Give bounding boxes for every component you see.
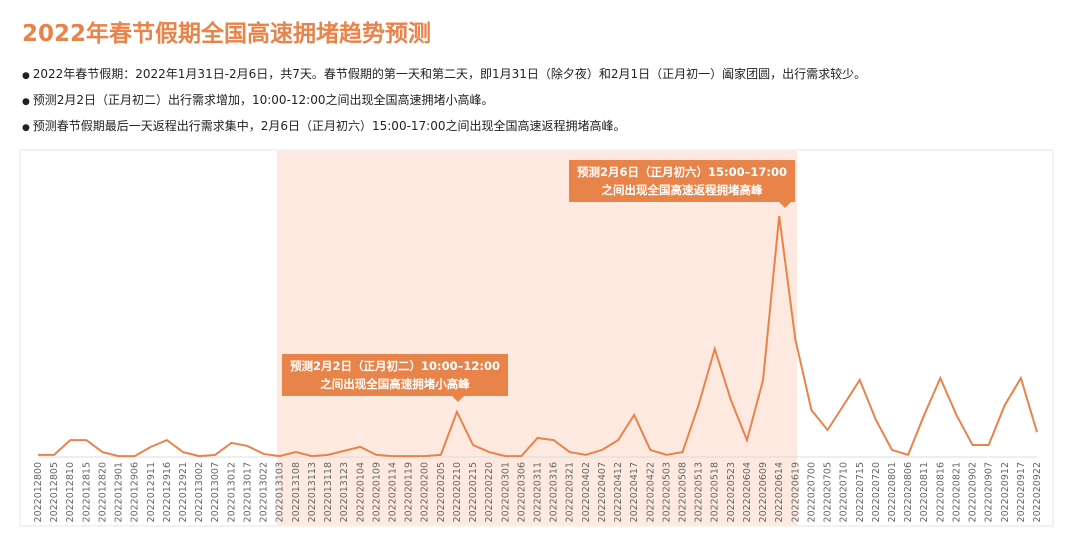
annotation-box xyxy=(282,354,508,396)
x-tick-label: 2022020321 xyxy=(565,462,576,522)
x-tick-label: 2022020811 xyxy=(919,462,930,522)
x-tick-label: 2022020316 xyxy=(549,462,560,522)
x-tick-label: 2022020200 xyxy=(420,462,431,522)
annotation-text: 之间出现全国高速返程拥堵高峰 xyxy=(602,183,763,197)
x-tick-label: 2022020801 xyxy=(887,462,898,522)
x-tick-label: 2022013113 xyxy=(307,462,318,522)
x-tick-label: 2022013022 xyxy=(259,462,270,522)
x-tick-label: 2022020912 xyxy=(1000,462,1011,522)
x-tick-label: 2022013103 xyxy=(275,462,286,522)
x-tick-label: 2022020922 xyxy=(1032,462,1043,522)
bullet: 2022年春节假期：2022年1月31日-2月6日，共7天。春节假期的第一天和第… xyxy=(22,62,866,88)
bullet: 预测2月2日（正月初二）出行需求增加，10:00-12:00之间出现全国高速拥堵… xyxy=(22,88,866,114)
title: 2022年春节假期全国高速拥堵趋势预测 xyxy=(22,21,432,47)
x-tick-label: 2022020422 xyxy=(645,462,656,522)
x-tick-label: 2022020720 xyxy=(871,462,882,522)
x-tick-label: 2022012911 xyxy=(146,462,157,522)
x-tick-label: 2022013123 xyxy=(339,462,350,522)
x-tick-label: 2022013108 xyxy=(291,462,302,522)
x-tick-label: 2022012820 xyxy=(97,462,108,522)
x-tick-label: 2022020220 xyxy=(484,462,495,522)
x-tick-label: 2022013002 xyxy=(194,462,205,522)
x-tick-label: 2022020902 xyxy=(968,462,979,522)
annotation: 预测2月2日（正月初二）10:00–12:00 之间出现全国高速拥堵小高峰 xyxy=(282,354,508,402)
x-tick-label: 2022020609 xyxy=(758,462,769,522)
x-tick-label: 2022012800 xyxy=(33,462,44,522)
x-tick-label: 2022020513 xyxy=(694,462,705,522)
highlight xyxy=(277,151,797,525)
x-tick-label: 2022020715 xyxy=(855,462,866,522)
annotation-box xyxy=(569,160,795,202)
x-tick-label: 2022020619 xyxy=(790,462,801,522)
annotation-text: 预测2月6日（正月初六）15:00–17:00 xyxy=(577,165,787,179)
x-tick-label: 2022020215 xyxy=(468,462,479,522)
x-tick-label: 2022020508 xyxy=(678,462,689,522)
x-tick-label: 2022020301 xyxy=(500,462,511,522)
x-tick-label: 2022020710 xyxy=(839,462,850,522)
x-tick-label: 2022020614 xyxy=(774,462,785,522)
annotation-text: 之间出现全国高速拥堵小高峰 xyxy=(320,377,470,391)
x-tick-label: 2022020700 xyxy=(806,462,817,522)
annotation-pointer xyxy=(452,396,464,402)
x-tick-label: 2022013007 xyxy=(210,462,221,522)
x-tick-label: 2022020306 xyxy=(516,462,527,522)
x-tick-label: 2022020114 xyxy=(387,462,398,522)
bullet: 预测春节假期最后一天返程出行需求集中，2月6日（正月初六）15:00-17:00… xyxy=(22,114,866,140)
x-tick-label: 2022020907 xyxy=(984,462,995,522)
x-tick-label: 2022020104 xyxy=(355,462,366,522)
x-tick-label: 2022020705 xyxy=(823,462,834,522)
annotation-text: 预测2月2日（正月初二）10:00–12:00 xyxy=(290,359,500,373)
x-tick-label: 2022012805 xyxy=(49,462,60,522)
x-tick-label: 2022020205 xyxy=(436,462,447,522)
x-tick-label: 2022013012 xyxy=(226,462,237,522)
x-tick-label: 2022020412 xyxy=(613,462,624,522)
x-tick-label: 2022020109 xyxy=(371,462,382,522)
x-tick-label: 2022020518 xyxy=(710,462,721,522)
x-tick-label: 2022020604 xyxy=(742,462,753,522)
x-tick-label: 2022020407 xyxy=(597,462,608,522)
x-tick-label: 2022020119 xyxy=(404,462,415,522)
frame xyxy=(19,149,1054,527)
annotation: 预测2月6日（正月初六）15:00–17:00 之间出现全国高速返程拥堵高峰 xyxy=(569,160,795,208)
x-tick-label: 2022012921 xyxy=(178,462,189,522)
x-tick-label: 2022020210 xyxy=(452,462,463,522)
x-tick-label: 2022020311 xyxy=(533,462,544,522)
x-tick-label: 2022012810 xyxy=(65,462,76,522)
x-tick-label: 2022012901 xyxy=(114,462,125,522)
x-tick-label: 2022020806 xyxy=(903,462,914,522)
x-tick-label: 2022013017 xyxy=(242,462,253,522)
x-tick-label: 2022020816 xyxy=(935,462,946,522)
x-tick-label: 2022012906 xyxy=(130,462,141,522)
annotation-pointer xyxy=(779,202,791,208)
bullets: 2022年春节假期：2022年1月31日-2月6日，共7天。春节假期的第一天和第… xyxy=(22,62,866,140)
x-tick-label: 2022020821 xyxy=(951,462,962,522)
line xyxy=(38,215,1038,458)
x-tick-label: 2022013118 xyxy=(323,462,334,522)
x-tick-label: 2022020503 xyxy=(661,462,672,522)
x-tick-label: 2022012916 xyxy=(162,462,173,522)
x-tick-label: 2022020917 xyxy=(1016,462,1027,522)
x-tick-label: 2022020402 xyxy=(581,462,592,522)
x-tick-label: 2022020523 xyxy=(726,462,737,522)
x-tick-label: 2022012815 xyxy=(81,462,92,522)
x-tick-label: 2022020417 xyxy=(629,462,640,522)
